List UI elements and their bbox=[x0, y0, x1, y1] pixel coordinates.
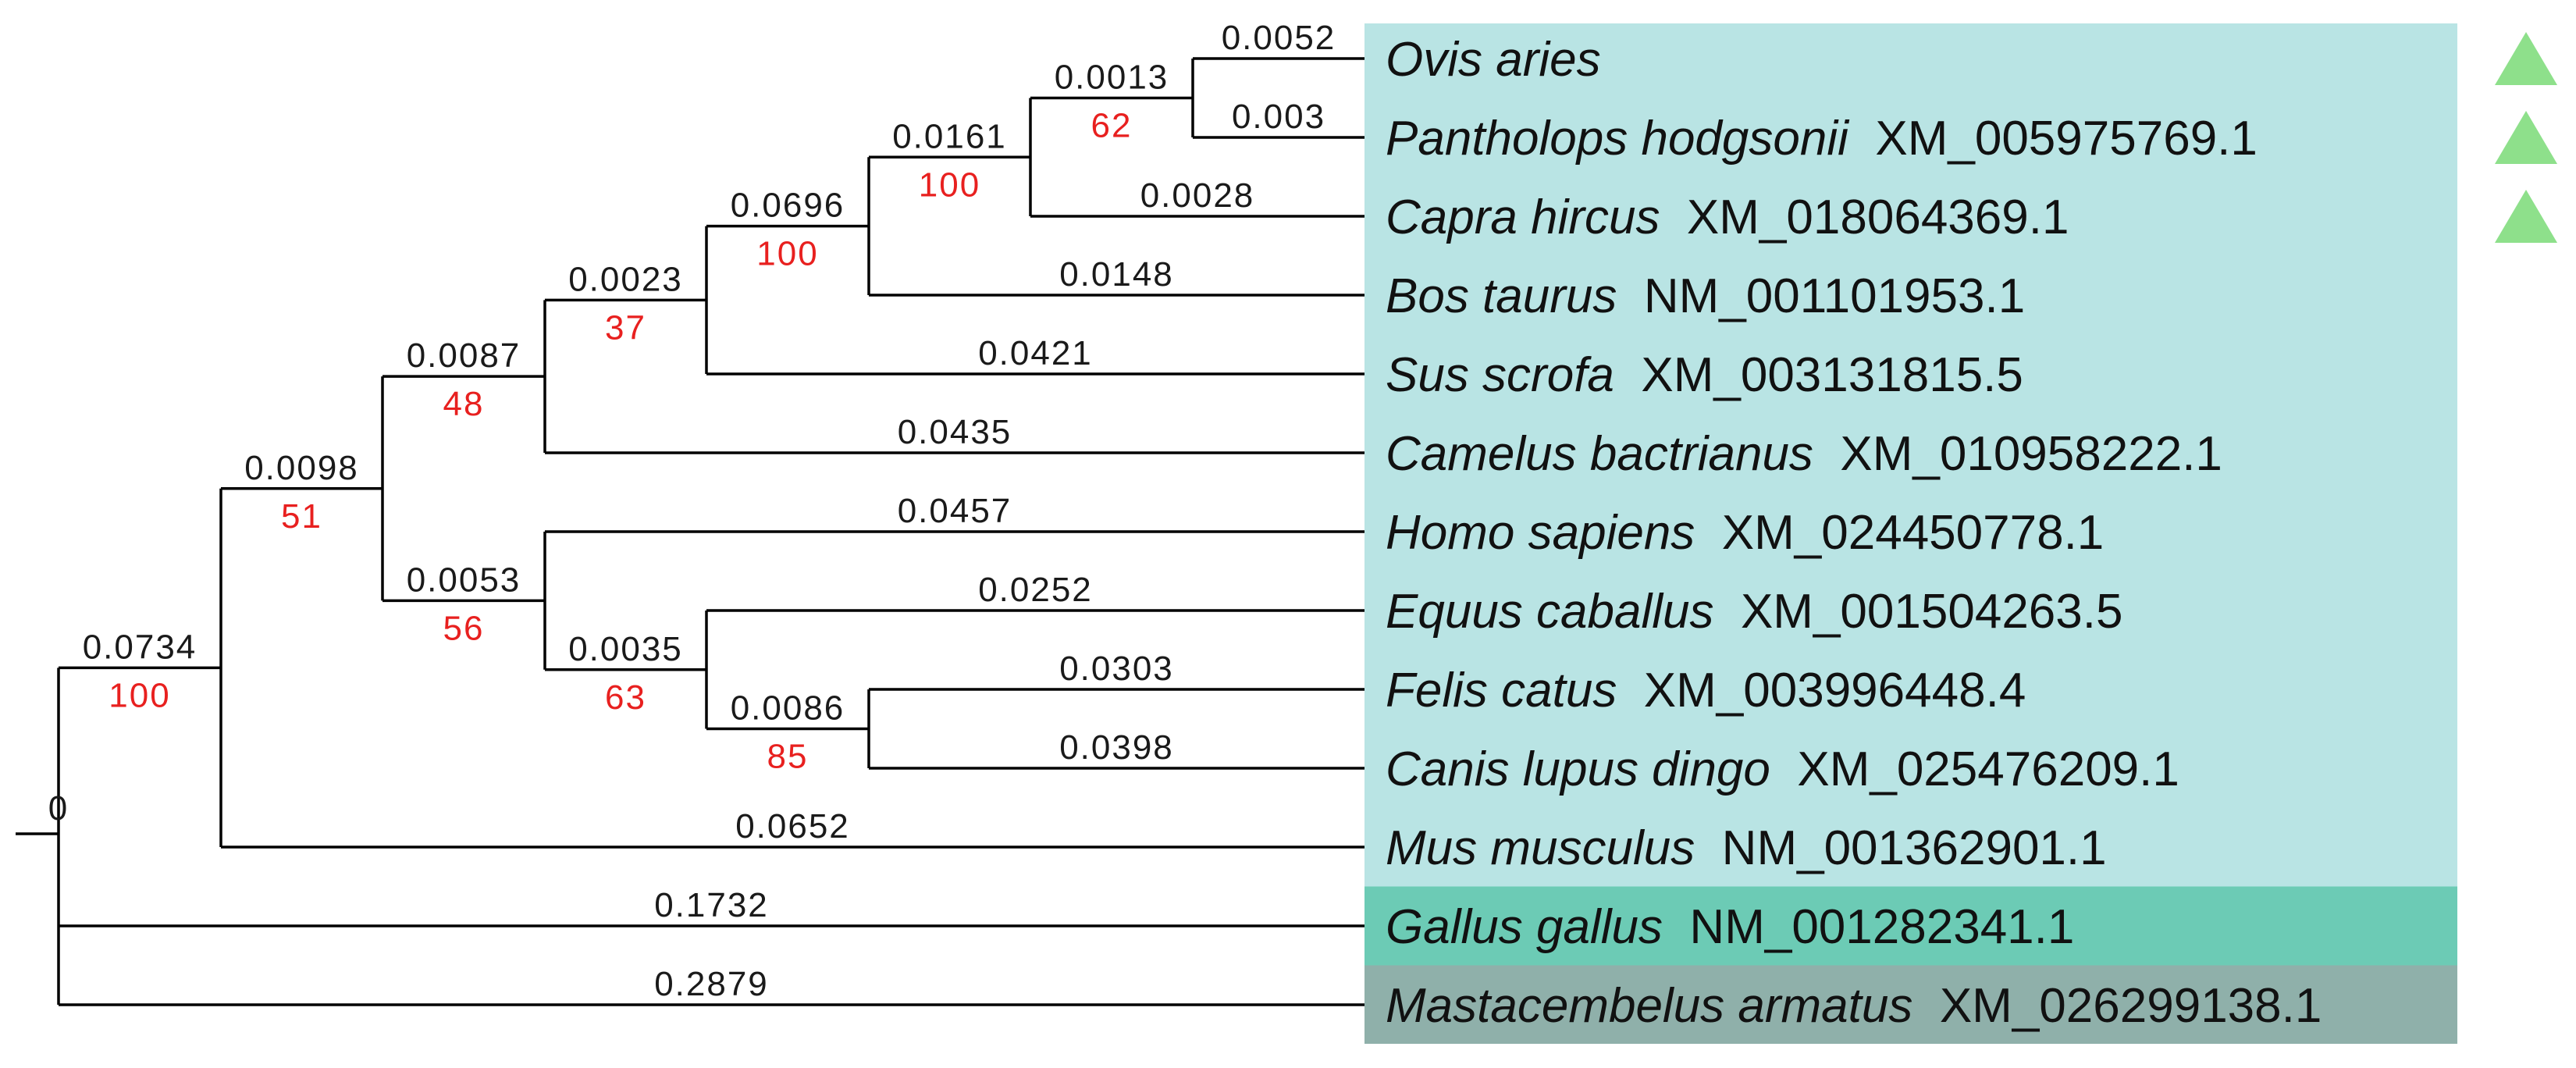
taxon-accession: XM_003131815.5 bbox=[1614, 348, 2023, 402]
taxon-accession: XM_024450778.1 bbox=[1695, 506, 2104, 560]
tree-branches bbox=[57, 57, 1364, 1006]
taxon-species: Sus scrofa bbox=[1386, 348, 1614, 402]
branch-length-labels: 0.0734 0.0098 0.0087 0.0023 0.0696 0.0161 0.00… bbox=[83, 19, 1336, 1003]
branch-length-label: 0.0696 bbox=[731, 187, 845, 225]
branch-length-label: 0.0398 bbox=[1059, 728, 1174, 767]
taxon-accession: NM_001101953.1 bbox=[1617, 269, 2025, 323]
bootstrap-value: 56 bbox=[443, 609, 485, 647]
taxon-label: Camelus bactrianus XM_010958222.1 bbox=[1386, 427, 2222, 481]
bootstrap-value: 37 bbox=[605, 308, 646, 347]
taxon-species: Equus caballus bbox=[1386, 585, 1714, 639]
taxon-label: Mastacembelus armatus XM_026299138.1 bbox=[1386, 979, 2322, 1033]
taxon-species: Felis catus bbox=[1386, 664, 1617, 717]
bootstrap-value: 100 bbox=[756, 235, 818, 273]
bootstrap-value: 63 bbox=[605, 678, 646, 717]
group-band-fish bbox=[1364, 965, 2457, 1044]
branch-length-label: 0.0161 bbox=[892, 117, 1007, 155]
taxon-label: Homo sapiens XM_024450778.1 bbox=[1386, 506, 2104, 560]
taxon-species: Gallus gallus bbox=[1386, 900, 1663, 954]
taxon-accession: XM_010958222.1 bbox=[1813, 427, 2222, 481]
taxon-markers bbox=[2495, 32, 2557, 243]
taxon-species: Bos taurus bbox=[1386, 269, 1617, 323]
bootstrap-support-labels: 100 51 48 37 100 100 62 56 63 85 bbox=[109, 107, 1133, 776]
taxon-species: Ovis aries bbox=[1386, 33, 1601, 87]
taxon-species: Homo sapiens bbox=[1386, 506, 1695, 560]
taxon-label: Gallus gallus NM_001282341.1 bbox=[1386, 900, 2074, 954]
branch-length-label: 0.0435 bbox=[898, 413, 1012, 451]
branch-length-label: 0.0421 bbox=[978, 334, 1093, 372]
taxon-accession: XM_025476209.1 bbox=[1770, 742, 2179, 796]
taxon-accession: NM_001282341.1 bbox=[1663, 900, 2074, 954]
taxon-label: Capra hircus XM_018064369.1 bbox=[1386, 190, 2069, 244]
bootstrap-value: 62 bbox=[1091, 107, 1133, 145]
taxon-accession: NM_001362901.1 bbox=[1695, 821, 2106, 875]
taxon-label: Mus musculus NM_001362901.1 bbox=[1386, 821, 2107, 875]
branch-length-label: 0.0252 bbox=[978, 571, 1093, 609]
bootstrap-value: 48 bbox=[443, 385, 485, 423]
branch-length-label: 0.0052 bbox=[1222, 19, 1336, 57]
taxon-label: Sus scrofa XM_003131815.5 bbox=[1386, 348, 2023, 402]
branch-length-label: 0.1732 bbox=[654, 886, 769, 924]
triangle-icon bbox=[2495, 111, 2557, 164]
taxon-label: Pantholops hodgsonii XM_005975769.1 bbox=[1386, 112, 2258, 166]
taxon-accession: XM_026299138.1 bbox=[1912, 979, 2322, 1033]
taxon-label: Felis catus XM_003996448.4 bbox=[1386, 664, 2026, 717]
taxon-accession: XM_003996448.4 bbox=[1617, 664, 2026, 717]
branch-length-label: 0.0013 bbox=[1055, 59, 1169, 97]
taxon-species: Mastacembelus armatus bbox=[1386, 979, 1912, 1033]
branch-length-label: 0.0035 bbox=[568, 630, 683, 668]
taxon-label: Bos taurus NM_001101953.1 bbox=[1386, 269, 2025, 323]
branch-length-label: 0.0028 bbox=[1140, 176, 1255, 215]
taxon-species: Canis lupus dingo bbox=[1386, 742, 1770, 796]
branch-length-label: 0.0086 bbox=[731, 689, 845, 728]
branch-length-label: 0.0652 bbox=[735, 807, 850, 846]
taxon-species: Camelus bactrianus bbox=[1386, 427, 1813, 481]
taxon-accession: XM_001504263.5 bbox=[1714, 585, 2123, 639]
taxon-accession: XM_005975769.1 bbox=[1848, 112, 2258, 166]
taxon-group-bands bbox=[1364, 23, 2457, 1044]
group-band-birds bbox=[1364, 886, 2457, 966]
taxon-label: Canis lupus dingo XM_025476209.1 bbox=[1386, 742, 2179, 796]
branch-length-label: 0.0148 bbox=[1059, 255, 1174, 294]
group-band-mammals bbox=[1364, 23, 2457, 887]
branch-length-label: 0.0303 bbox=[1059, 650, 1174, 688]
branch-length-label: 0.0734 bbox=[83, 628, 197, 666]
tree-root: 0 bbox=[16, 789, 69, 835]
taxon-label: Ovis aries bbox=[1386, 33, 1601, 87]
taxon-species: Capra hircus bbox=[1386, 190, 1660, 244]
bootstrap-value: 100 bbox=[109, 676, 170, 714]
bootstrap-value: 51 bbox=[281, 497, 322, 536]
taxon-species: Pantholops hodgsonii bbox=[1386, 112, 1850, 166]
branch-length-label: 0.0087 bbox=[407, 336, 521, 375]
root-support-label: 0 bbox=[48, 789, 69, 828]
branch-length-label: 0.2879 bbox=[654, 965, 769, 1003]
bootstrap-value: 100 bbox=[919, 166, 980, 204]
bootstrap-value: 85 bbox=[767, 738, 809, 776]
branch-length-label: 0.0098 bbox=[244, 449, 359, 487]
branch-length-label: 0.0457 bbox=[898, 492, 1012, 530]
triangle-icon bbox=[2495, 190, 2557, 243]
branch-length-label: 0.003 bbox=[1232, 98, 1325, 136]
taxon-label: Equus caballus XM_001504263.5 bbox=[1386, 585, 2122, 639]
triangle-icon bbox=[2495, 32, 2557, 85]
taxon-labels: Ovis aries Pantholops hodgsonii XM_005975… bbox=[1386, 33, 2322, 1033]
branch-length-label: 0.0053 bbox=[407, 561, 521, 599]
taxon-accession: XM_018064369.1 bbox=[1660, 190, 2069, 244]
taxon-species: Mus musculus bbox=[1386, 821, 1695, 875]
branch-length-label: 0.0023 bbox=[568, 260, 683, 298]
